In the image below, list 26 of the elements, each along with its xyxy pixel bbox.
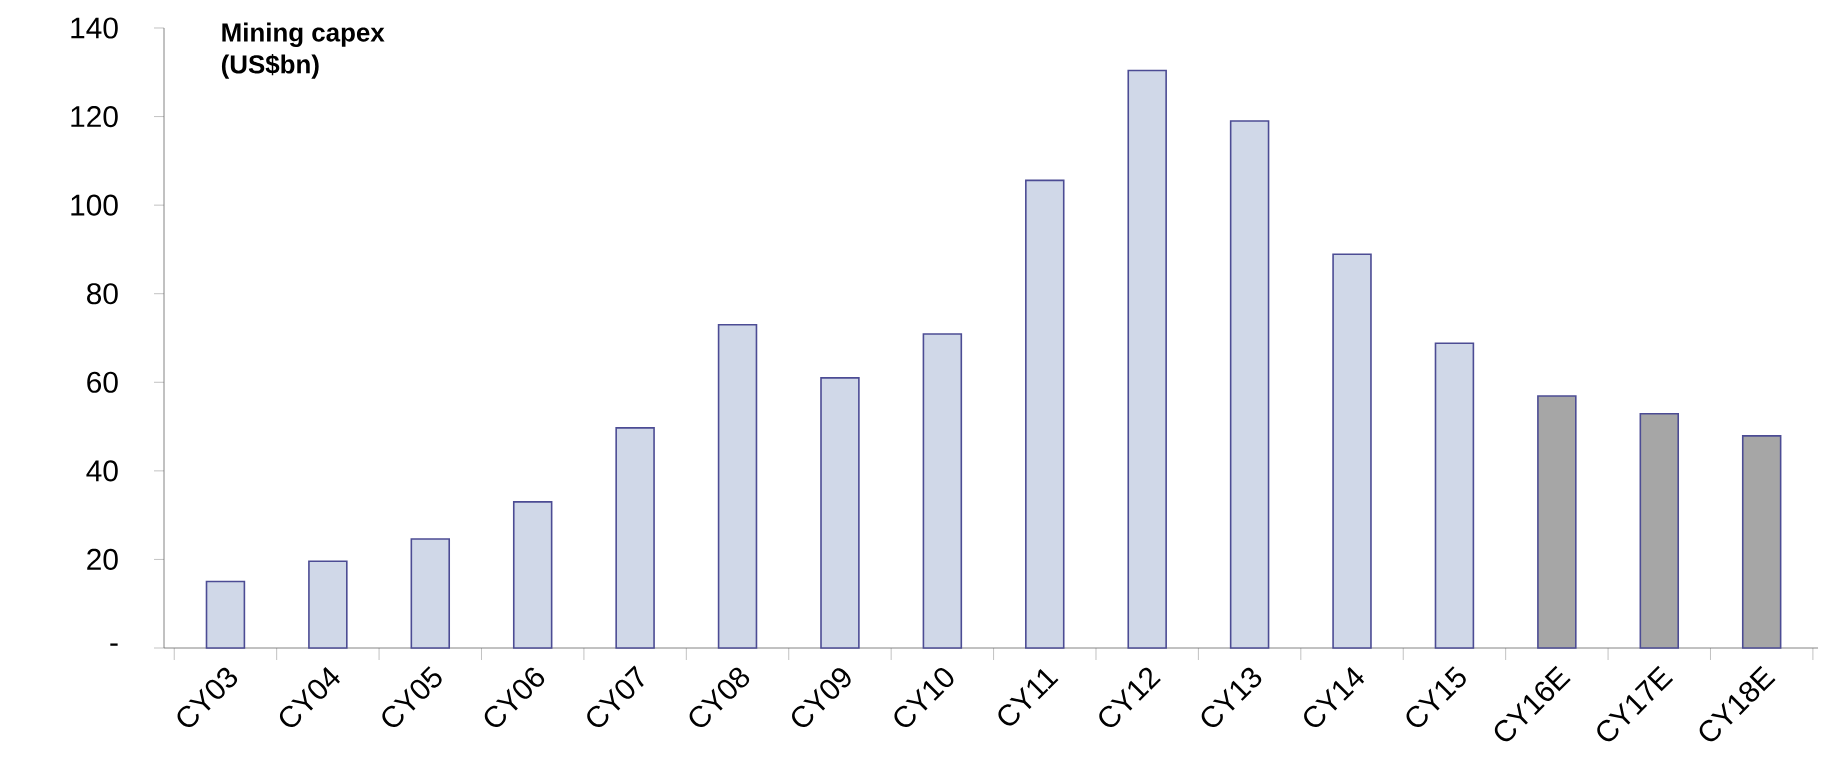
bar: [1229, 120, 1270, 649]
bar: [1434, 342, 1475, 649]
bar: [615, 427, 655, 649]
bar: [410, 538, 451, 649]
y-tick-label: 80: [87, 283, 118, 305]
y-tick-label: 100: [71, 194, 118, 216]
bar: [1025, 179, 1065, 649]
bar: [820, 377, 860, 649]
text: (US$bn): [221, 54, 319, 79]
bar: [1639, 412, 1680, 649]
y-tick-label: 60: [87, 371, 118, 393]
bar: [922, 333, 963, 649]
y-tick-label: 20: [87, 548, 118, 570]
chart-title: Mining capex: [222, 22, 385, 47]
y-tick-label: 40: [86, 460, 118, 482]
bar: [1537, 395, 1577, 649]
y-tick-label: -: [110, 643, 118, 646]
bar: [1127, 69, 1167, 649]
y-tick-label: 140: [71, 17, 118, 39]
bar: [308, 560, 348, 649]
y-tick-label: 120: [71, 105, 118, 128]
bar: [205, 580, 246, 649]
bar: [1332, 253, 1372, 649]
bar: [512, 501, 553, 649]
bar: [1741, 435, 1782, 649]
bar: [717, 323, 758, 649]
